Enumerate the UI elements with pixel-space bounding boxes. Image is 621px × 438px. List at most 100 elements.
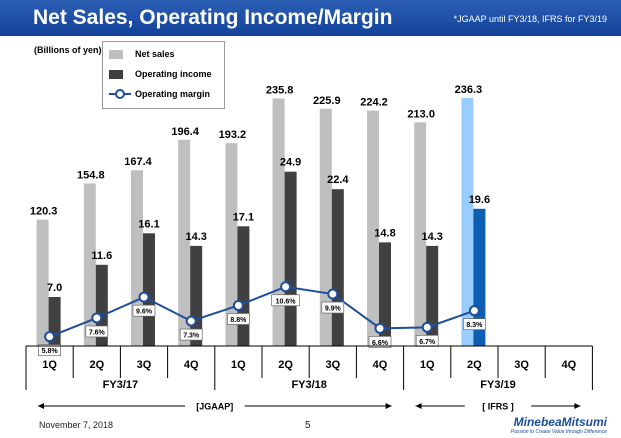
net-sales-bar — [414, 122, 427, 346]
legend-label-net-sales: Net sales — [135, 49, 175, 59]
quarter-label: 4Q — [373, 359, 388, 371]
operating-margin-label: 5.8% — [42, 348, 59, 355]
net-sales-label: 196.4 — [171, 126, 199, 138]
quarter-label: 1Q — [42, 359, 57, 371]
quarter-label: 3Q — [514, 359, 529, 371]
net-sales-bar — [461, 97, 474, 346]
quarter-label: 3Q — [137, 359, 152, 371]
net-sales-bar — [178, 139, 191, 346]
operating-margin-label: 9.9% — [325, 306, 342, 313]
net-sales-label: 167.4 — [124, 156, 152, 168]
operating-income-label: 14.8 — [374, 227, 395, 239]
net-sales-label: 236.3 — [455, 84, 483, 96]
operating-margin-point — [44, 331, 56, 343]
net-sales-label: 193.2 — [219, 129, 247, 141]
operating-margin-label-box — [38, 344, 61, 357]
operating-income-bar — [143, 233, 155, 346]
operating-margin-label: 7.6% — [89, 329, 106, 336]
operating-margin-label: 9.6% — [136, 309, 153, 316]
arrow-right-icon — [574, 403, 581, 409]
accounting-standard-label: [JGAAP] — [196, 402, 233, 412]
net-sales-label: 225.9 — [313, 95, 341, 107]
operating-margin-label-box — [132, 304, 156, 317]
operating-income-label: 14.3 — [421, 231, 442, 243]
quarter-label: 1Q — [420, 359, 435, 371]
logo-tagline: Passion to Create Value through Differen… — [510, 429, 607, 435]
title-bar: Net Sales, Operating Income/Margin *JGAA… — [0, 0, 621, 36]
operating-margin-label: 6.6% — [372, 340, 389, 347]
fiscal-year-label: FY3/19 — [480, 379, 515, 391]
operating-income-label: 14.3 — [185, 231, 206, 243]
operating-margin-label-box — [463, 318, 486, 331]
operating-margin-label-box — [85, 325, 109, 338]
legend: Net sales Operating income Operating mar… — [102, 41, 225, 109]
logo-wordmark: MinebeaMitsumi — [513, 415, 607, 429]
operating-margin-label: 7.3% — [183, 333, 200, 340]
operating-margin-label-box — [227, 313, 250, 325]
operating-income-label: 17.1 — [233, 211, 254, 223]
operating-income-bar — [284, 171, 297, 346]
operating-income-label: 11.6 — [91, 250, 112, 262]
net-sales-label: 224.2 — [360, 97, 388, 109]
net-sales-bar — [83, 183, 96, 346]
legend-label-operating-income: Operating income — [135, 69, 212, 79]
accounting-note: *JGAAP until FY3/18, IFRS for FY3/19 — [453, 14, 607, 24]
arrow-left-icon — [38, 403, 44, 409]
operating-margin-label-box — [179, 328, 203, 341]
quarter-label: 2Q — [89, 359, 104, 371]
operating-income-label: 7.0 — [47, 282, 62, 294]
operating-margin-point — [421, 321, 433, 333]
quarter-label: 4Q — [184, 359, 199, 371]
net-sales-label: 154.8 — [77, 169, 105, 181]
quarter-label: 1Q — [231, 359, 246, 371]
net-sales-swatch — [109, 49, 123, 59]
operating-margin-label: 10.6% — [276, 298, 297, 305]
operating-margin-point — [327, 288, 339, 300]
operating-margin-point — [138, 291, 150, 303]
operating-margin-swatch — [109, 89, 131, 99]
arrow-right-icon — [385, 403, 392, 409]
operating-margin-label: 8.8% — [230, 317, 247, 324]
operating-income-bar — [237, 226, 250, 346]
operating-margin-label-box — [321, 301, 345, 314]
operating-margin-point — [374, 322, 386, 334]
operating-margin-line — [49, 285, 475, 338]
operating-margin-point — [185, 315, 197, 327]
quarter-label: 4Q — [561, 359, 576, 371]
operating-income-label: 16.1 — [138, 218, 159, 230]
operating-income-label: 24.9 — [280, 157, 301, 169]
quarter-label: 2Q — [467, 359, 482, 371]
footer-date: November 7, 2018 — [39, 420, 114, 430]
quarter-label: 3Q — [325, 359, 340, 371]
legend-item-operating-income: Operating income — [109, 67, 212, 81]
operating-margin-point — [468, 305, 480, 317]
legend-label-operating-margin: Operating margin — [135, 89, 211, 99]
operating-margin-point — [280, 281, 292, 293]
net-sales-bar — [36, 219, 49, 346]
operating-margin-label-box — [271, 294, 300, 307]
operating-income-label: 19.6 — [469, 194, 490, 206]
operating-margin-point — [91, 312, 103, 324]
arrow-left-icon — [415, 403, 422, 409]
net-sales-bar — [131, 170, 143, 346]
unit-label: (Billions of yen) — [34, 45, 102, 55]
operating-margin-label: 6.7% — [419, 339, 436, 346]
quarter-label: 2Q — [278, 359, 293, 371]
operating-income-bar — [426, 245, 439, 346]
fiscal-year-label: FY3/17 — [103, 379, 138, 391]
legend-item-net-sales: Net sales — [109, 47, 175, 61]
net-sales-bar — [272, 98, 285, 346]
operating-margin-label: 8.3% — [466, 322, 483, 329]
company-logo: MinebeaMitsumi Passion to Create Value t… — [511, 415, 607, 435]
net-sales-label: 213.0 — [407, 108, 435, 120]
operating-income-label: 22.4 — [327, 174, 349, 186]
net-sales-bar — [367, 110, 379, 346]
fiscal-year-label: FY3/18 — [291, 379, 326, 391]
operating-margin-label-box — [368, 336, 392, 348]
page-number: 5 — [305, 420, 311, 431]
operating-income-bar — [331, 189, 344, 346]
operating-income-swatch — [109, 69, 123, 79]
legend-item-operating-margin: Operating margin — [109, 87, 210, 101]
operating-margin-point — [232, 299, 244, 311]
